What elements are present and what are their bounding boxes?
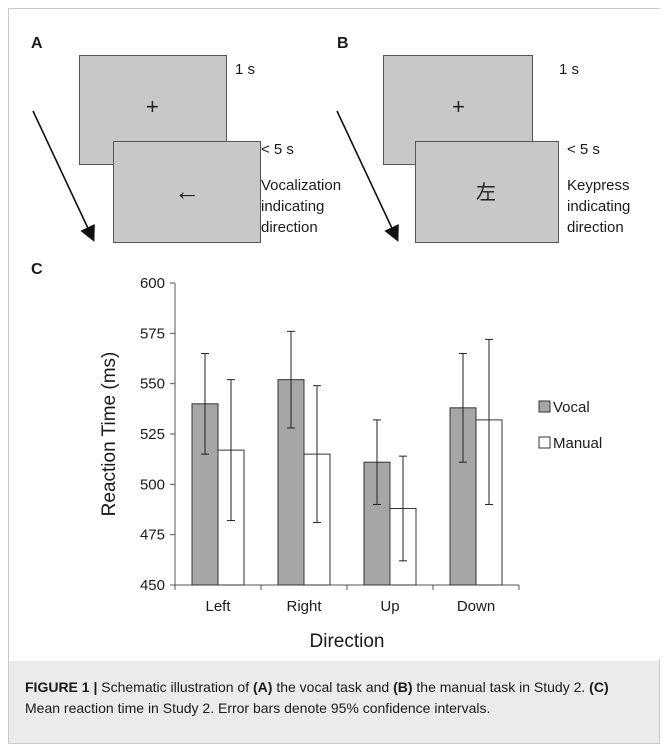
response-line: Vocalization (261, 177, 342, 194)
panel-a-stimulus-screen: ← (113, 141, 261, 243)
caption-label: FIGURE 1 | (25, 679, 98, 695)
panel-c-letter: C (31, 261, 43, 278)
figure-caption: FIGURE 1 | Schematic illustration of (A)… (25, 677, 645, 719)
x-tick-label: Left (205, 598, 231, 615)
caption-text: Mean reaction time in Study 2. Error bar… (25, 700, 491, 716)
fixation-cross: + (146, 94, 159, 119)
caption-band (9, 661, 659, 743)
x-tick-label: Down (457, 598, 495, 615)
y-tick-label: 450 (140, 577, 165, 594)
legend-label-vocal: Vocal (553, 399, 590, 416)
y-tick-label: 600 (140, 275, 165, 292)
left-arrow-stimulus: ← (174, 176, 200, 206)
x-axis-title: Direction (310, 631, 385, 652)
caption-ref-a: (A) (253, 679, 273, 695)
legend-swatch-manual (538, 436, 551, 449)
y-tick-label: 475 (140, 527, 165, 544)
y-tick-label: 550 (140, 376, 165, 393)
time-arrow-b (336, 110, 399, 242)
x-tick-label: Right (286, 598, 322, 615)
panel-a-letter: A (31, 35, 43, 52)
panel-b-stimulus-duration: < 5 s (567, 141, 600, 158)
reaction-time-chart: 450 475 500 525 550 575 600 Left Right Up Down Dire… (99, 275, 602, 652)
caption-ref-b: (B) (393, 679, 413, 695)
caption-ref-c: (C) (589, 679, 609, 695)
y-tick-label: 575 (140, 325, 165, 342)
caption-text: Schematic illustration of (97, 679, 253, 695)
panel-b-stimulus-screen: 左 (415, 141, 559, 243)
x-tick-label: Up (380, 598, 399, 615)
panel-b-response-description: Keypress indicating direction (567, 175, 630, 238)
response-line: direction (261, 219, 318, 236)
time-arrows (32, 110, 399, 242)
response-line: direction (567, 219, 624, 236)
kanji-stimulus: 左 (476, 182, 496, 204)
y-tick-label: 525 (140, 426, 165, 443)
figure-panels: A + 1 s ← < 5 s Vocalization indicating … (9, 9, 661, 659)
response-line: indicating (567, 198, 631, 215)
response-line: Keypress (567, 177, 630, 194)
panel-a-fixation-duration: 1 s (235, 61, 256, 78)
panel-b-fixation-duration: 1 s (559, 61, 580, 78)
figure-frame: A + 1 s ← < 5 s Vocalization indicating … (8, 8, 661, 744)
panel-a-response-description: Vocalization indicating direction (261, 175, 341, 238)
caption-text: the vocal task and (272, 679, 394, 695)
fixation-cross: + (452, 94, 465, 119)
y-axis-title: Reaction Time (ms) (99, 352, 120, 517)
panel-a-stimulus-duration: < 5 s (261, 141, 294, 158)
legend-swatch-vocal (538, 400, 551, 413)
caption-text: the manual task in Study 2. (412, 679, 590, 695)
legend-label-manual: Manual (553, 435, 602, 452)
y-tick-label: 500 (140, 476, 165, 493)
response-line: indicating (261, 198, 325, 215)
time-arrow-a (32, 110, 95, 242)
panel-b-letter: B (337, 35, 349, 52)
